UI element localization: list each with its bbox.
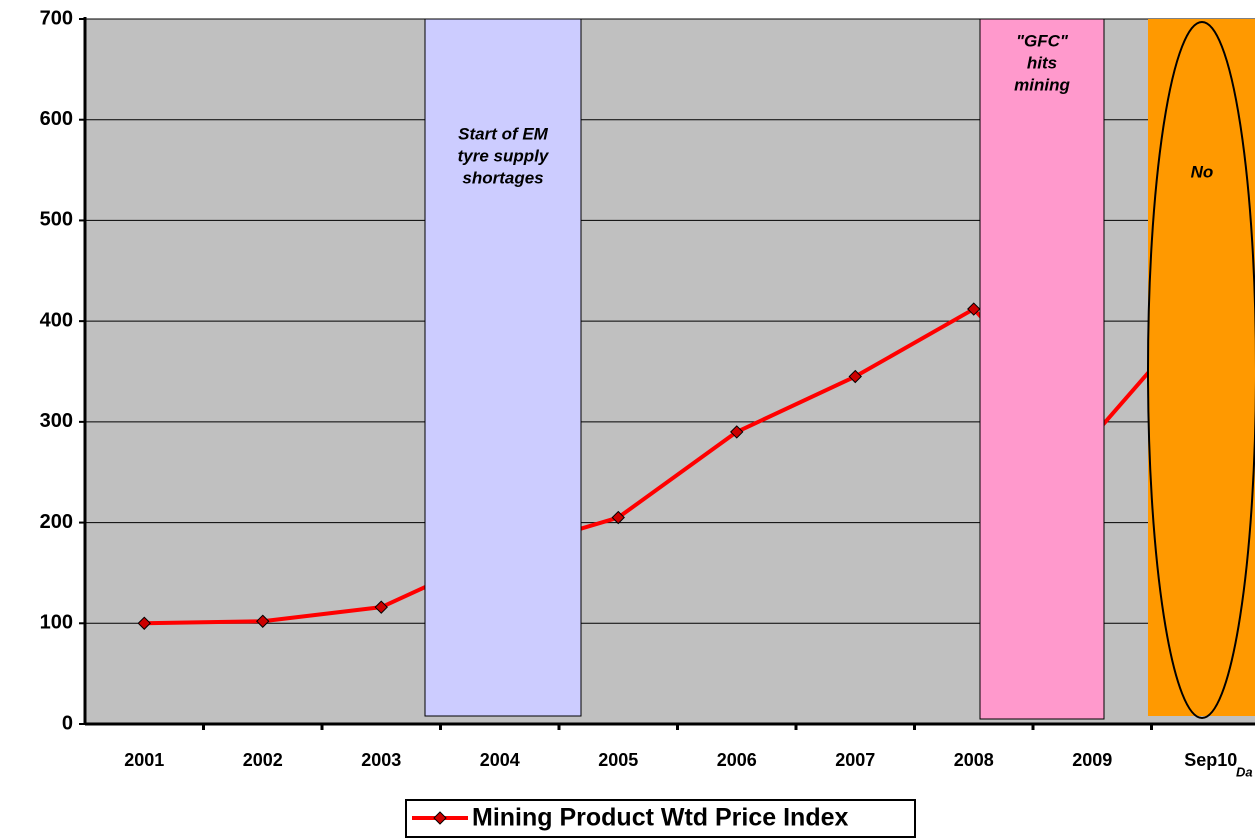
annotation-text: Start of EM bbox=[458, 124, 549, 143]
x-tick-label: 2008 bbox=[954, 750, 994, 770]
y-tick-label: 400 bbox=[40, 309, 73, 331]
x-tick-label: 2009 bbox=[1072, 750, 1112, 770]
x-tick-label: 2002 bbox=[243, 750, 283, 770]
annotation-text: shortages bbox=[462, 168, 543, 187]
legend-label: Mining Product Wtd Price Index bbox=[472, 804, 849, 832]
annotation-text: "GFC" bbox=[1016, 31, 1069, 50]
legend-marker bbox=[433, 811, 447, 825]
marker bbox=[374, 600, 388, 614]
x-tick-label: 2004 bbox=[480, 750, 520, 770]
x-tick-label: 2001 bbox=[124, 750, 164, 770]
annotation-box bbox=[979, 18, 1105, 720]
legend-frame bbox=[405, 799, 916, 838]
marker bbox=[730, 425, 744, 439]
annotation-text: No bbox=[1191, 162, 1214, 181]
annotation-ellipse bbox=[1147, 21, 1255, 719]
annotation-box bbox=[1148, 19, 1255, 716]
footnote: Da bbox=[1236, 764, 1253, 779]
y-tick-label: 700 bbox=[40, 7, 73, 29]
marker bbox=[967, 302, 981, 316]
y-tick-label: 200 bbox=[40, 511, 73, 533]
annotation-text: mining bbox=[1014, 75, 1070, 94]
y-tick-label: 0 bbox=[62, 712, 73, 734]
marker bbox=[611, 510, 625, 525]
annotation-text: hits bbox=[1027, 53, 1057, 72]
y-tick-label: 300 bbox=[40, 410, 73, 432]
x-tick-label: 2005 bbox=[598, 750, 638, 770]
y-tick-label: 100 bbox=[40, 612, 73, 634]
marker bbox=[848, 369, 862, 384]
marker bbox=[137, 616, 151, 630]
x-tick-label: 2007 bbox=[835, 750, 875, 770]
annotation-box bbox=[424, 18, 582, 717]
x-tick-label: 2006 bbox=[717, 750, 757, 770]
x-tick-label: Sep10 bbox=[1184, 750, 1237, 770]
y-tick-label: 500 bbox=[40, 209, 73, 231]
annotation-text: tyre supply bbox=[458, 146, 550, 165]
y-tick-label: 600 bbox=[40, 108, 73, 130]
x-tick-label: 2003 bbox=[361, 750, 401, 770]
marker bbox=[256, 614, 270, 628]
